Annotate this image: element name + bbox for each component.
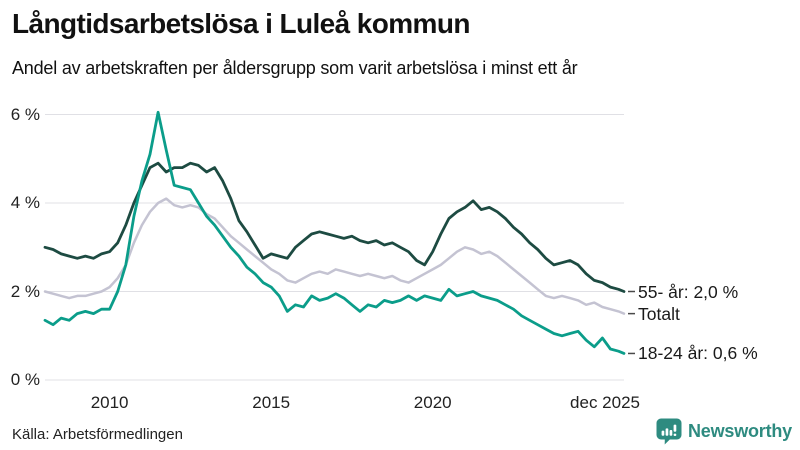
series-line-18-24-r xyxy=(43,110,626,355)
y-tick-label: 2 % xyxy=(10,281,40,301)
source-caption: Källa: Arbetsförmedlingen xyxy=(12,426,183,443)
x-tick-label: dec 2025 xyxy=(570,393,640,412)
newsworthy-logo-icon xyxy=(656,418,682,445)
brand-name: Newsworthy xyxy=(687,421,792,441)
brand-lockup: Newsworthy xyxy=(656,418,792,445)
y-tick-label: 4 % xyxy=(10,193,40,212)
series-end-label: Totalt xyxy=(638,303,680,324)
x-tick-label: 2015 xyxy=(252,393,291,412)
y-tick-label: 0 % xyxy=(10,370,40,389)
chart-subtitle: Andel av arbetskraften per åldersgrupp s… xyxy=(12,58,578,78)
series-line-totalt xyxy=(43,197,626,315)
series-end-label: 18-24 år: 0,6 % xyxy=(638,343,758,364)
y-tick-label: 6 % xyxy=(10,104,40,124)
series-end-label: 55- år: 2,0 % xyxy=(638,281,739,302)
page-title: Långtidsarbetslösa i Luleå kommun xyxy=(12,8,470,39)
x-tick-label: 2010 xyxy=(90,393,129,412)
x-tick-label: 2020 xyxy=(413,393,452,412)
